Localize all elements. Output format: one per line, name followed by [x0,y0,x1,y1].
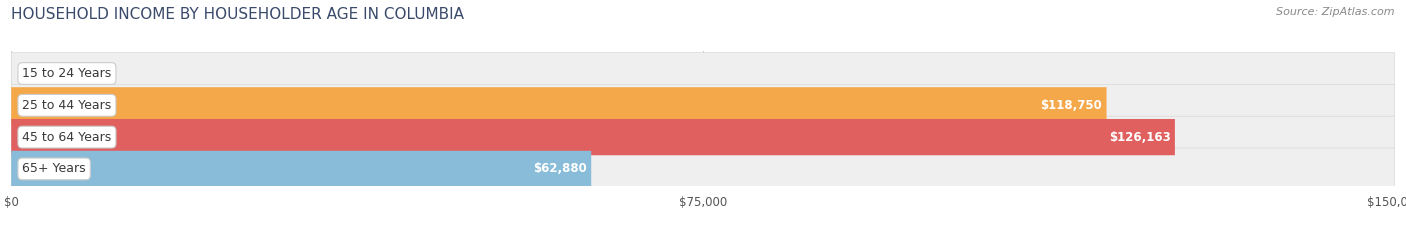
FancyBboxPatch shape [11,148,1395,190]
Text: 15 to 24 Years: 15 to 24 Years [22,67,111,80]
FancyBboxPatch shape [11,53,1395,94]
Text: 45 to 64 Years: 45 to 64 Years [22,131,111,144]
Text: Source: ZipAtlas.com: Source: ZipAtlas.com [1277,7,1395,17]
Text: $126,163: $126,163 [1109,131,1171,144]
Text: 65+ Years: 65+ Years [22,162,86,175]
Text: 25 to 44 Years: 25 to 44 Years [22,99,111,112]
Text: $118,750: $118,750 [1040,99,1102,112]
FancyBboxPatch shape [11,119,1175,155]
FancyBboxPatch shape [11,87,1107,123]
Text: HOUSEHOLD INCOME BY HOUSEHOLDER AGE IN COLUMBIA: HOUSEHOLD INCOME BY HOUSEHOLDER AGE IN C… [11,7,464,22]
Text: $0: $0 [46,67,60,80]
FancyBboxPatch shape [11,151,591,187]
FancyBboxPatch shape [11,116,1395,158]
FancyBboxPatch shape [11,84,1395,126]
Text: $62,880: $62,880 [533,162,588,175]
